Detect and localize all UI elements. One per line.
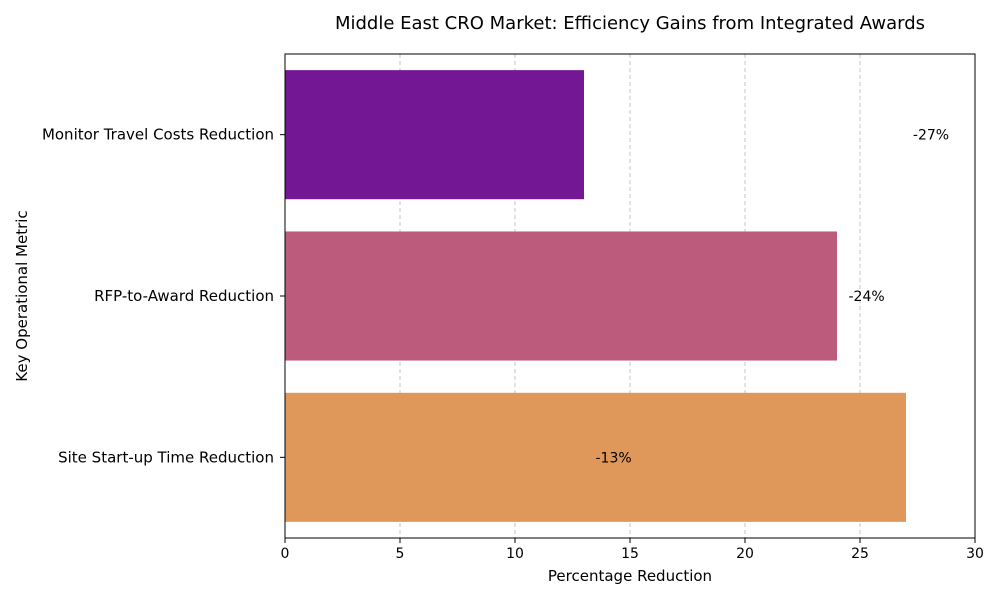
category-label: Monitor Travel Costs Reduction [42,126,274,144]
bars [285,70,906,522]
data-label: -13% [596,450,632,466]
bar [285,392,906,522]
chart-title: Middle East CRO Market: Efficiency Gains… [335,13,925,34]
data-labels: -27% -24% -13% [596,128,950,467]
x-tick-label: 15 [621,546,639,562]
bar [285,70,584,200]
x-tick-label: 0 [281,546,290,562]
y-axis-categories: Monitor Travel Costs Reduction RFP-to-Awa… [42,126,285,466]
bar [285,231,837,361]
data-label: -24% [849,289,885,305]
category-label: Site Start-up Time Reduction [58,448,274,466]
x-tick-label: 30 [966,546,984,562]
y-axis-label: Key Operational Metric [13,210,31,381]
data-label: -27% [913,128,949,144]
x-tick-label: 20 [736,546,754,562]
x-axis-label: Percentage Reduction [548,567,712,585]
x-tick-label: 5 [396,546,405,562]
category-label: RFP-to-Award Reduction [94,287,274,305]
x-tick-label: 25 [851,546,869,562]
x-tick-label: 10 [506,546,524,562]
x-axis-ticks: 0 5 10 15 20 25 30 [281,538,984,562]
